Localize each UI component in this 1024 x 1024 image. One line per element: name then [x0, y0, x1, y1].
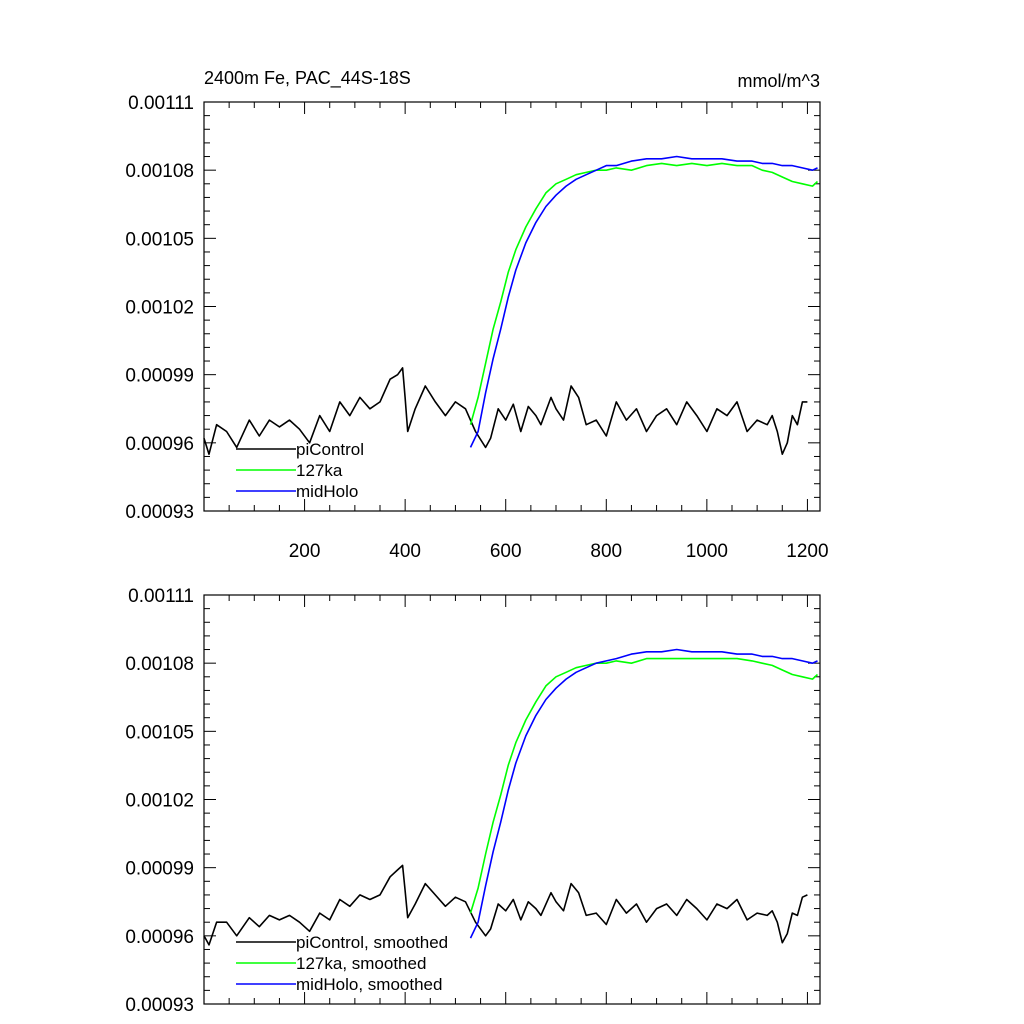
- series-line-picontrol: [203, 367, 808, 456]
- series-line-127ka: [469, 657, 819, 914]
- y-tick-label: 0.00102: [125, 298, 194, 319]
- y-tick-label: 0.00108: [125, 654, 194, 675]
- x-tick-label: 400: [389, 541, 421, 562]
- series-line-picontrol: [203, 864, 808, 946]
- y-tick-label: 0.00096: [125, 927, 194, 948]
- y-tick-label: 0.00096: [125, 434, 194, 455]
- chart-panel-top: 2400m Fe, PAC_44S-18S mmol/m^3 0.000930.…: [125, 68, 828, 562]
- plot-area-bottom: 0.00093 0.00096 0.00099 0.00102 0.00105 0.001…: [125, 586, 821, 1016]
- legend-label: piControl, smoothed: [296, 933, 448, 952]
- y-tick-label: 0.00102: [125, 791, 194, 812]
- legend-label: midHolo: [296, 482, 358, 501]
- y-tick-label: 0.00099: [125, 366, 194, 387]
- plot-area-top: 0.00093 0.00096 0.00099 0.00102 0.00105 0.001…: [125, 93, 828, 562]
- chart-title: 2400m Fe, PAC_44S-18S: [204, 68, 411, 89]
- x-tick-label: 1200: [786, 541, 828, 562]
- legend-label: 127ka, smoothed: [296, 954, 426, 973]
- series-line-midholo: [469, 155, 818, 448]
- x-tick-label: 600: [490, 541, 522, 562]
- y-tick-label: 0.00093: [125, 995, 194, 1016]
- y-tick-label: 0.00105: [125, 722, 194, 743]
- legend-label: 127ka: [296, 461, 343, 480]
- series-line-127ka: [469, 162, 819, 425]
- chart-units: mmol/m^3: [738, 71, 820, 91]
- legend-label: piControl: [296, 440, 364, 459]
- y-tick-label: 0.00105: [125, 229, 194, 250]
- x-tick-label: 800: [590, 541, 622, 562]
- y-tick-label: 0.00108: [125, 161, 194, 182]
- x-tick-label: 200: [289, 541, 321, 562]
- series-line-midholo: [469, 648, 818, 939]
- y-tick-label: 0.00093: [125, 502, 194, 523]
- x-tick-label: 1000: [686, 541, 728, 562]
- y-tick-label: 0.00099: [125, 859, 194, 880]
- y-tick-label: 0.00111: [128, 93, 194, 114]
- y-tick-label: 0.00111: [128, 586, 194, 607]
- legend-label: midHolo, smoothed: [296, 975, 442, 994]
- chart-panel-bottom: 0.00093 0.00096 0.00099 0.00102 0.00105 0.001…: [125, 586, 821, 1016]
